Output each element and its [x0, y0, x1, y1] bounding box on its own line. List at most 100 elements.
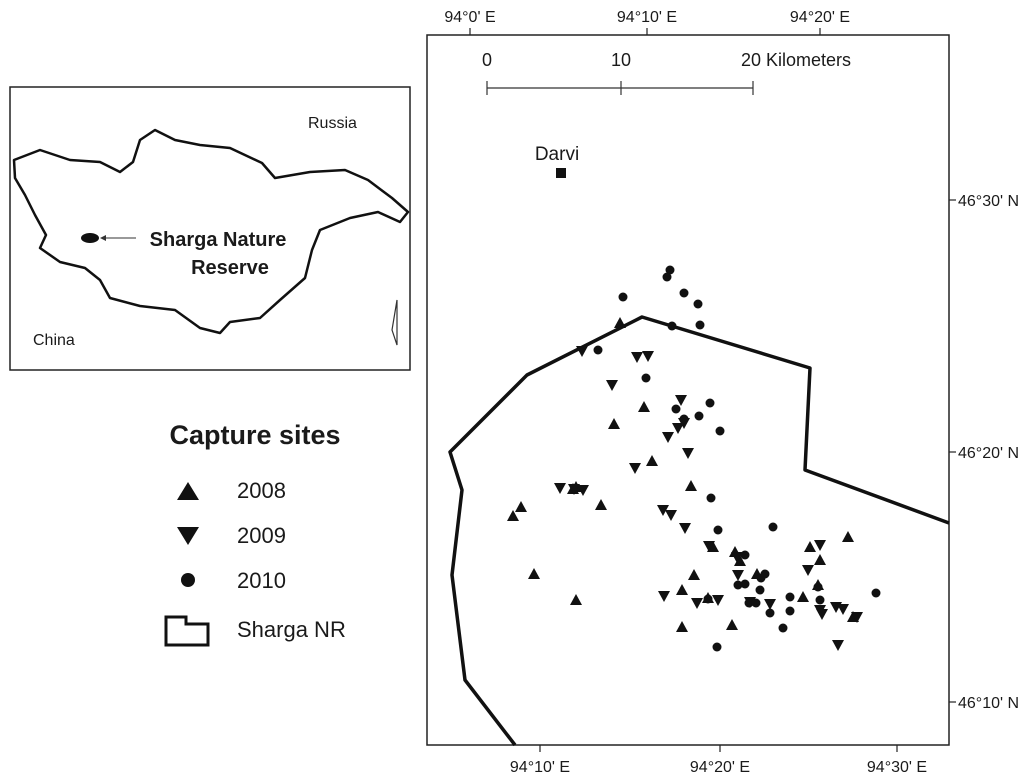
site-2008 [842, 531, 854, 542]
site-2009 [732, 570, 744, 581]
site-2009 [576, 346, 588, 357]
site-2010 [706, 493, 716, 503]
legend-label: 2010 [237, 568, 286, 593]
place-label: Darvi [535, 144, 579, 165]
right-axis-label: 46°30' N [958, 193, 1019, 210]
legend-label: 2008 [237, 478, 286, 503]
legend-label: Sharga NR [237, 617, 346, 642]
site-2009 [658, 591, 670, 602]
town-marker [556, 168, 566, 178]
site-2008 [646, 455, 658, 466]
map-frame [426, 34, 950, 746]
scale-label: 20 Kilometers [741, 50, 851, 70]
site-2010 [813, 582, 823, 592]
inset-label: Russia [308, 115, 357, 132]
site-2010 [815, 595, 825, 605]
reserve-inset-marker [81, 233, 99, 243]
site-2009 [703, 541, 715, 552]
site-2009 [662, 432, 674, 443]
bottom-axis-label: 94°10' E [510, 759, 570, 776]
legend-symbol [181, 573, 195, 587]
site-2010 [695, 320, 705, 330]
site-2010 [694, 411, 704, 421]
site-2009 [731, 552, 743, 563]
site-2010 [693, 299, 703, 309]
reserve-label: Sharga Nature [150, 229, 287, 251]
legend-symbol [164, 615, 210, 647]
site-2010 [740, 579, 750, 589]
inset-arrowhead [100, 235, 106, 241]
site-2009 [577, 485, 589, 496]
site-2010 [778, 623, 788, 633]
legend-symbol [177, 527, 199, 545]
site-2009 [712, 595, 724, 606]
site-2010 [715, 426, 725, 436]
site-2009 [814, 605, 826, 616]
site-2009 [657, 505, 669, 516]
graticule-ticks [469, 28, 956, 752]
site-2009 [832, 640, 844, 651]
site-2010 [755, 585, 765, 595]
site-2008 [507, 510, 519, 521]
site-2009 [642, 351, 654, 362]
site-2009 [764, 599, 776, 610]
bottom-axis-label: 94°20' E [690, 759, 750, 776]
capture-sites [507, 265, 881, 652]
site-2008 [685, 480, 697, 491]
site-2010 [871, 588, 881, 598]
site-2009 [665, 510, 677, 521]
scale-label: 10 [611, 50, 631, 70]
site-2008 [676, 621, 688, 632]
site-2008 [528, 568, 540, 579]
site-2009 [568, 484, 580, 495]
site-2009 [679, 523, 691, 534]
site-2010 [744, 598, 754, 608]
site-2010 [765, 608, 775, 618]
north-arrow [391, 299, 398, 346]
site-2010 [751, 598, 761, 608]
site-2008 [726, 619, 738, 630]
site-2008 [515, 501, 527, 512]
legend-label: 2009 [237, 523, 286, 548]
site-2009 [814, 540, 826, 551]
site-2009 [682, 448, 694, 459]
site-2008 [595, 499, 607, 510]
site-2008 [814, 554, 826, 565]
site-2009 [672, 423, 684, 434]
site-2008 [608, 418, 620, 429]
right-axis-label: 46°20' N [958, 445, 1019, 462]
site-2008 [570, 594, 582, 605]
site-2010 [641, 373, 651, 383]
site-2009 [606, 380, 618, 391]
site-2010 [679, 414, 689, 424]
legend-title: Capture sites [169, 420, 340, 450]
site-2010 [712, 642, 722, 652]
site-2008 [804, 541, 816, 552]
mongolia-outline [12, 128, 410, 335]
site-2010 [618, 292, 628, 302]
scale-label: 0 [482, 50, 492, 70]
site-2008 [676, 584, 688, 595]
inset-label: China [33, 332, 75, 349]
reserve-label: Reserve [191, 257, 269, 279]
site-2009 [851, 612, 863, 623]
site-2010 [768, 522, 778, 532]
bottom-axis-label: 94°30' E [867, 759, 927, 776]
site-2009 [802, 565, 814, 576]
site-2009 [554, 483, 566, 494]
scale-bar [486, 81, 754, 95]
top-axis-label: 94°20' E [790, 9, 850, 26]
site-2010 [785, 606, 795, 616]
site-2010 [760, 569, 770, 579]
site-2008 [614, 317, 626, 328]
inset-frame [9, 86, 411, 371]
site-2010 [785, 592, 795, 602]
top-axis-label: 94°0' E [444, 9, 495, 26]
site-2010 [671, 404, 681, 414]
legend-symbol [177, 482, 199, 500]
site-2010 [667, 321, 677, 331]
site-2009 [675, 395, 687, 406]
right-axis-label: 46°10' N [958, 695, 1019, 712]
site-2010 [705, 398, 715, 408]
